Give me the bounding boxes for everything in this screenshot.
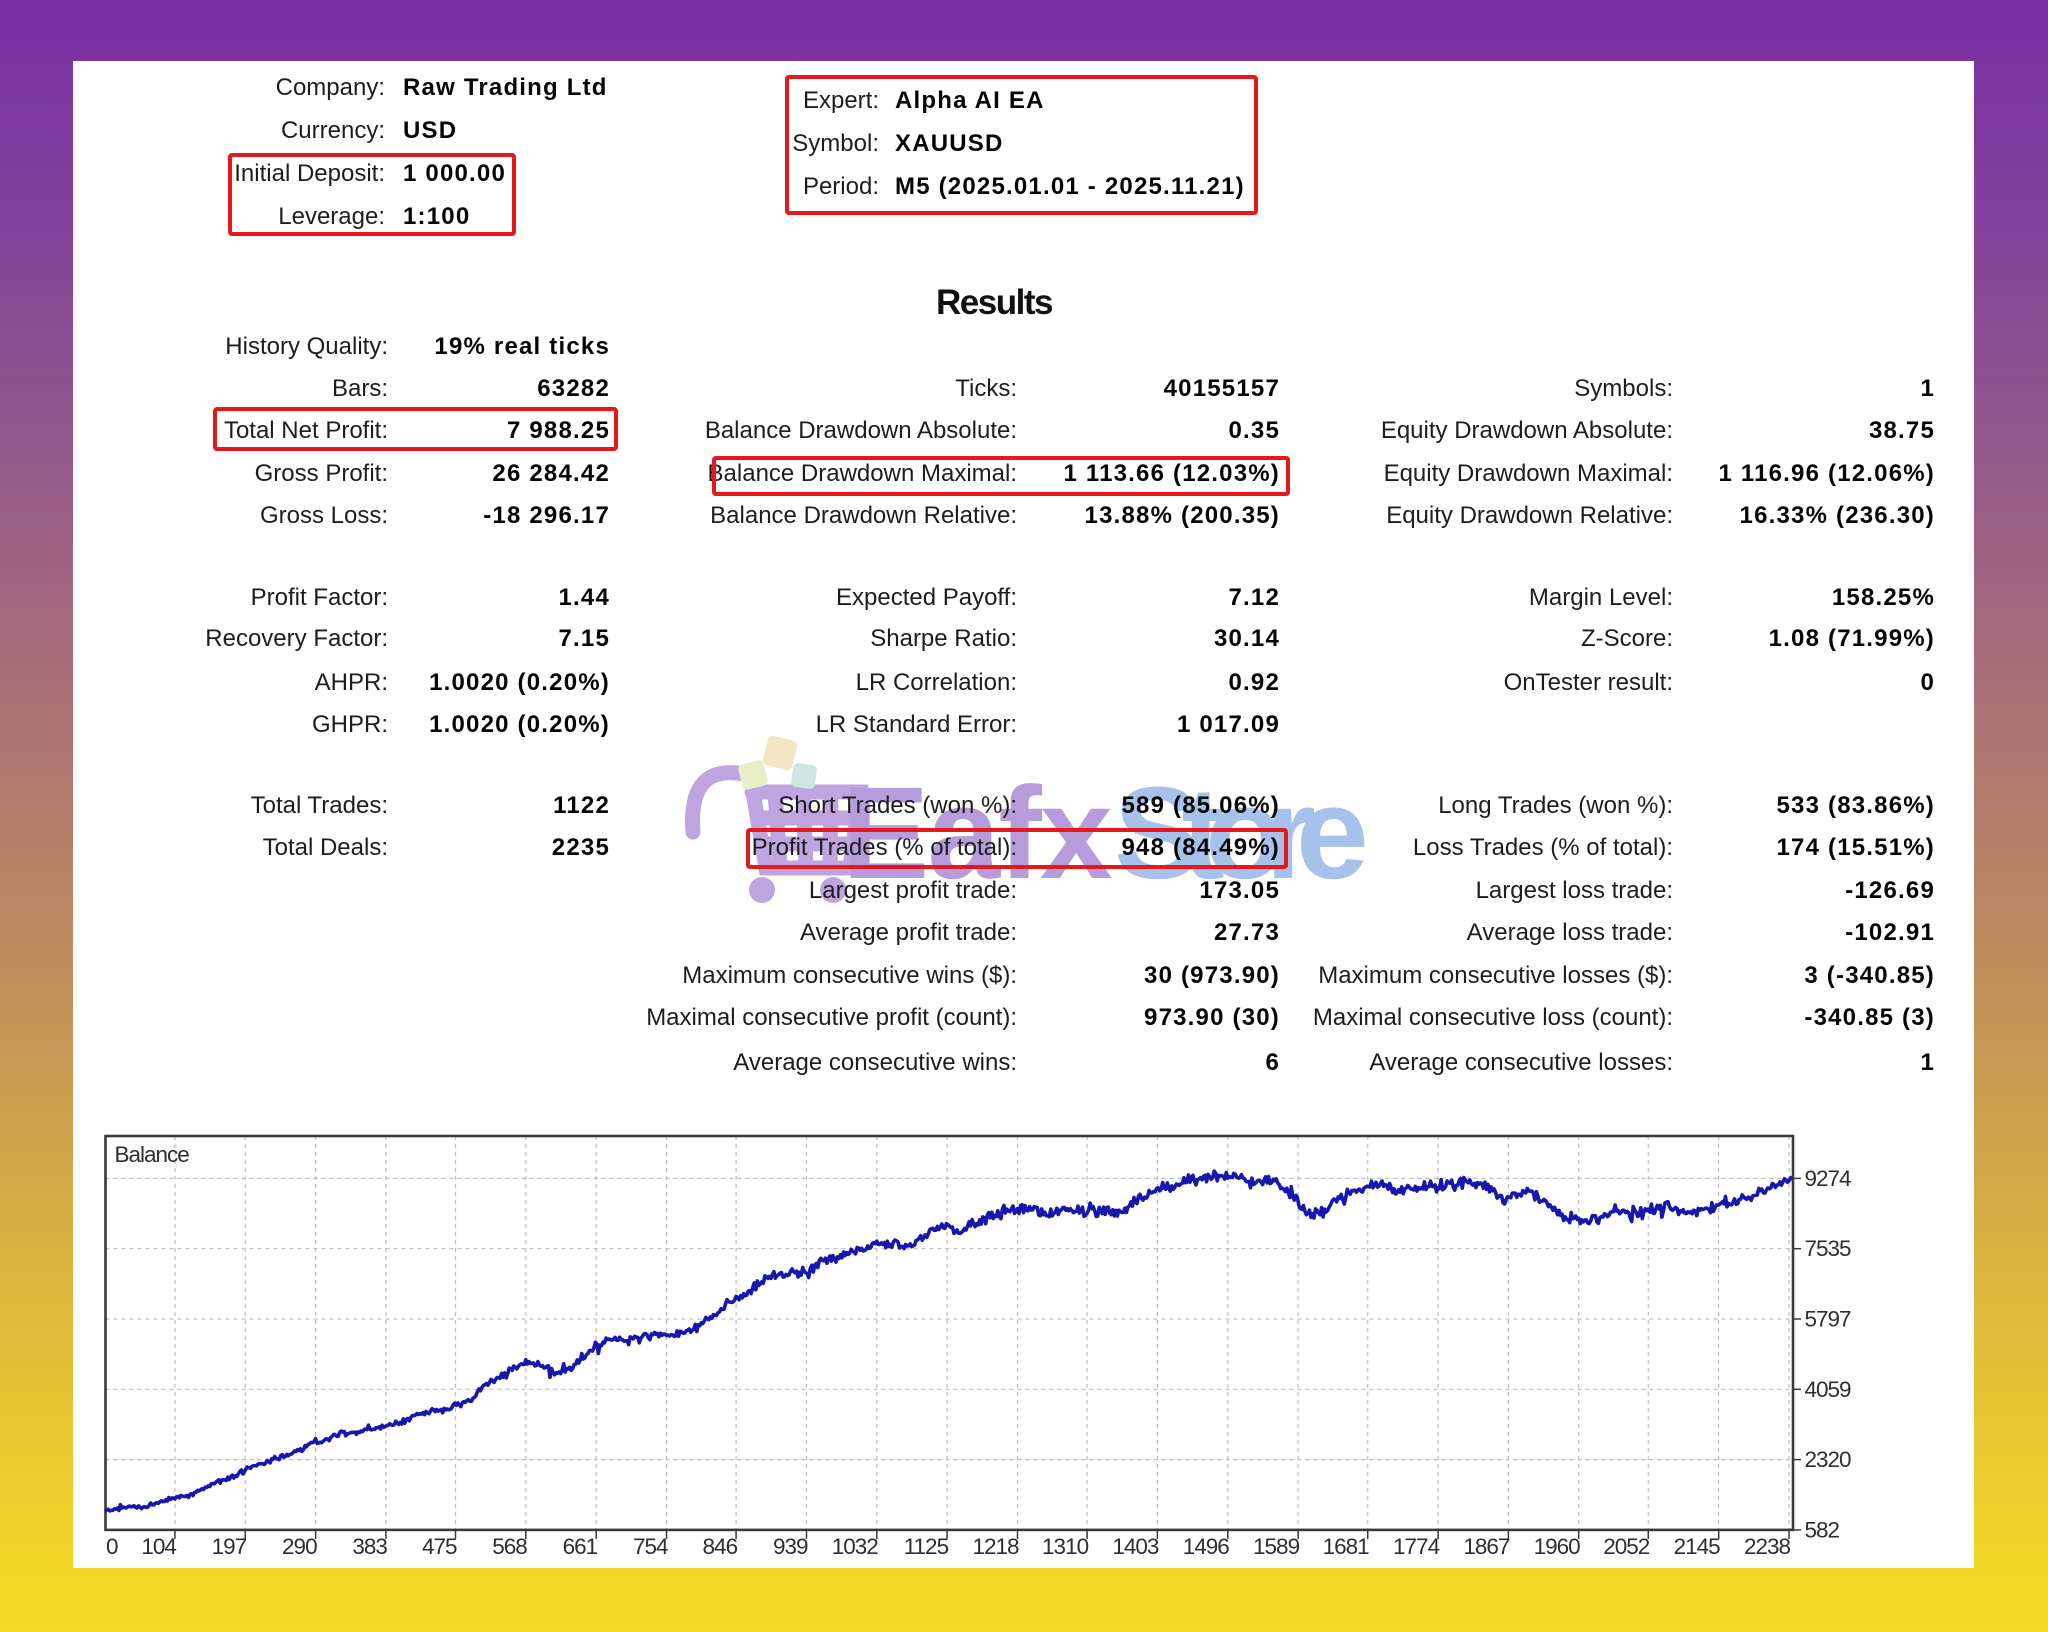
svg-text:4059: 4059 (1805, 1377, 1852, 1402)
svg-text:939: 939 (773, 1534, 808, 1559)
svg-text:Eafx: Eafx (842, 759, 1112, 906)
svg-text:1496: 1496 (1183, 1534, 1230, 1559)
svg-text:1310: 1310 (1042, 1534, 1089, 1559)
svg-text:Store: Store (1114, 759, 1365, 906)
svg-text:2052: 2052 (1603, 1534, 1650, 1559)
svg-text:582: 582 (1805, 1517, 1840, 1542)
svg-text:1125: 1125 (904, 1534, 949, 1559)
svg-text:475: 475 (422, 1534, 457, 1559)
svg-text:1867: 1867 (1463, 1534, 1510, 1559)
svg-text:2238: 2238 (1744, 1534, 1791, 1559)
svg-text:661: 661 (563, 1534, 598, 1559)
svg-text:197: 197 (212, 1534, 247, 1559)
svg-text:1960: 1960 (1534, 1534, 1581, 1559)
svg-text:1589: 1589 (1253, 1534, 1300, 1559)
svg-text:1403: 1403 (1112, 1534, 1159, 1559)
svg-text:1681: 1681 (1323, 1534, 1370, 1559)
svg-text:568: 568 (492, 1534, 527, 1559)
svg-text:2145: 2145 (1674, 1534, 1721, 1559)
svg-text:7535: 7535 (1805, 1236, 1852, 1261)
svg-text:846: 846 (703, 1534, 738, 1559)
svg-text:383: 383 (352, 1534, 387, 1559)
svg-text:290: 290 (282, 1534, 317, 1559)
svg-text:754: 754 (633, 1534, 668, 1559)
svg-text:0: 0 (106, 1534, 118, 1559)
svg-text:1774: 1774 (1393, 1534, 1440, 1559)
svg-text:9274: 9274 (1805, 1166, 1852, 1191)
svg-text:Balance: Balance (115, 1142, 190, 1167)
svg-text:1032: 1032 (832, 1534, 879, 1559)
svg-text:2320: 2320 (1805, 1447, 1852, 1472)
svg-text:104: 104 (141, 1534, 176, 1559)
svg-text:5797: 5797 (1805, 1307, 1852, 1332)
svg-text:1218: 1218 (972, 1534, 1019, 1559)
